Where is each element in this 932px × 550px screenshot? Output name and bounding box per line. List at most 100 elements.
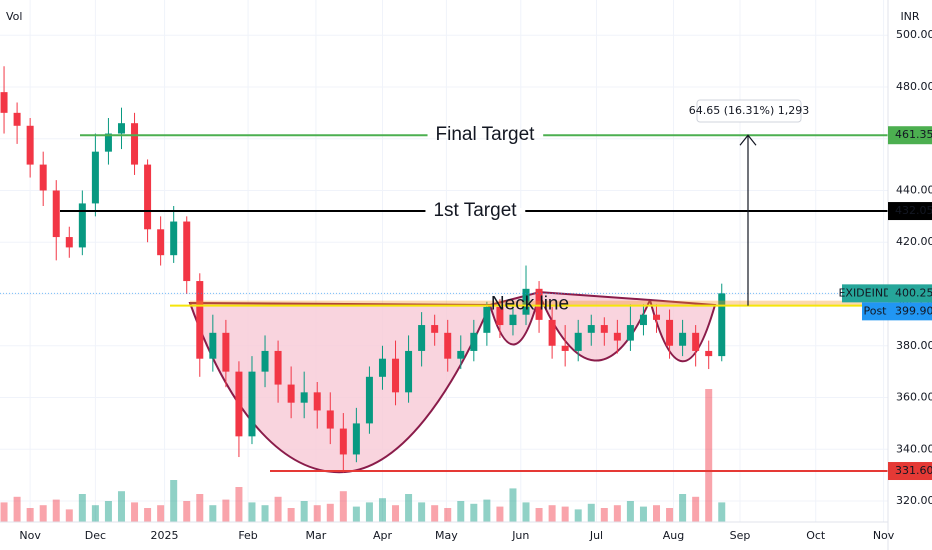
candle-body <box>326 410 334 429</box>
x-tick-label: Apr <box>373 529 393 542</box>
candle-body <box>705 350 713 357</box>
currency: INR <box>900 10 919 23</box>
x-tick-label: Oct <box>806 529 826 542</box>
candle-body <box>653 314 661 320</box>
candle-body <box>457 350 465 359</box>
volume-bar <box>431 505 439 522</box>
y-tick-label: 360.00 <box>896 391 932 404</box>
volume-bar <box>535 508 543 522</box>
price-badge <box>888 462 932 481</box>
candle-body <box>157 229 165 256</box>
volume-bar <box>653 505 661 522</box>
x-tick-label: Mar <box>306 529 327 542</box>
candle-body <box>378 358 386 377</box>
candle-body <box>131 123 139 165</box>
candle-body <box>574 332 582 351</box>
volume-bar <box>692 496 700 522</box>
candle-body <box>365 376 373 424</box>
measure-arrowhead <box>739 134 757 146</box>
price-badge <box>888 126 932 145</box>
volume-bar <box>522 502 530 522</box>
last-price-badge <box>888 284 932 303</box>
price-badge <box>888 202 932 221</box>
volume-bar <box>339 491 347 522</box>
candle-body <box>483 306 491 333</box>
plot <box>0 66 726 522</box>
candle-body <box>196 281 204 359</box>
volume-bar <box>613 505 621 522</box>
volume-bar <box>666 508 674 522</box>
volume-bar <box>587 503 595 522</box>
candle-body <box>313 392 321 411</box>
volume-bar <box>235 487 243 522</box>
volume-bar <box>509 488 517 522</box>
candle-body <box>170 221 178 256</box>
candle-body <box>183 221 191 282</box>
candle-body <box>692 332 700 351</box>
volume-bar <box>26 508 34 522</box>
candle-body <box>718 293 726 357</box>
y-tick-label: 420.00 <box>896 235 932 248</box>
candle-body <box>444 332 452 359</box>
volume-bar <box>483 499 491 522</box>
y-tick-label: 340.00 <box>896 442 932 455</box>
volume-bar <box>470 503 478 522</box>
volume-bar <box>183 501 191 522</box>
candle-body <box>274 350 282 385</box>
post-badge <box>862 302 888 321</box>
candle-body <box>666 319 674 346</box>
x-tick-label: May <box>435 529 458 542</box>
label-bg <box>427 132 544 139</box>
measure-box <box>696 99 802 123</box>
x-tick-label: Sep <box>730 529 751 542</box>
measure-label: 64.65 (16.31%) 1,293 <box>689 104 810 117</box>
post-label: Post <box>863 304 887 317</box>
price-badge-label: 331.60 <box>895 464 932 477</box>
volume-bar <box>248 502 256 522</box>
x-tick-label: Dec <box>85 529 106 542</box>
candle-body <box>144 164 152 230</box>
candle-body <box>535 288 543 320</box>
post-price-badge <box>888 302 932 321</box>
volume-bar <box>405 494 413 522</box>
annotations: Final Target 1st Target Neck line 64.65 (16… <box>0 99 888 473</box>
candle-body <box>52 190 60 238</box>
volume-bar <box>705 389 713 522</box>
y-tick-label: 380.00 <box>896 339 932 352</box>
candle-body <box>470 332 478 351</box>
x-tick-label: Nov <box>873 529 895 542</box>
candle-body <box>222 332 230 372</box>
volume-bar <box>287 508 295 522</box>
y-tick-label: 440.00 <box>896 183 932 196</box>
volume-bar <box>300 501 308 522</box>
volume-bar <box>548 505 556 522</box>
candle-body <box>626 325 634 341</box>
symbol-label: EXIDEIND <box>838 286 891 299</box>
volume-bar <box>444 508 452 522</box>
candle-body <box>65 237 73 248</box>
x-tick-label: Nov <box>19 529 41 542</box>
price-line-label: Neck line <box>491 294 569 315</box>
candle-body <box>78 203 86 248</box>
volume-bar <box>313 505 321 522</box>
x-tick-label: Aug <box>663 529 684 542</box>
volume-bar <box>365 502 373 522</box>
volume-bar <box>117 491 125 522</box>
volume-bar <box>457 501 465 522</box>
volume-bar <box>679 494 687 522</box>
volume-bar <box>418 502 426 522</box>
y-tick-label: 320.00 <box>896 494 932 507</box>
price-badge-label: 432.05 <box>895 204 932 217</box>
volume-bar <box>52 499 60 522</box>
volume-bar <box>131 502 139 522</box>
price-line-label: 1st Target <box>433 200 517 221</box>
x-tick-label: Jun <box>511 529 529 542</box>
label-bg <box>425 208 526 215</box>
y-tick-label: 500.00 <box>896 28 932 41</box>
y-tick-label: 480.00 <box>896 80 932 93</box>
candle-body <box>209 332 217 359</box>
last-price-label: 400.25 <box>895 286 932 299</box>
candle-body <box>104 133 112 152</box>
candle-body <box>339 428 347 455</box>
volume-bar <box>392 505 400 522</box>
